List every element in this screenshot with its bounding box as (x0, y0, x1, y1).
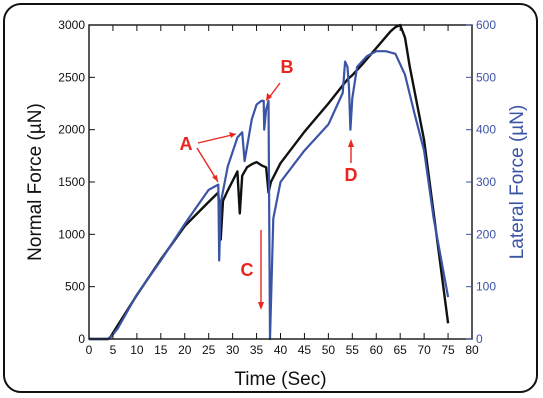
annotation-d: D (345, 139, 358, 185)
x-tick-label: 55 (346, 343, 360, 357)
annotation-c: C (241, 230, 264, 310)
left-y-tick-label: 500 (65, 280, 85, 294)
right-y-tick-label: 500 (476, 70, 496, 84)
x-tick-label: 45 (298, 343, 312, 357)
x-axis-title: Time (Sec) (234, 369, 326, 390)
left-y-tick-label: 2000 (58, 123, 85, 137)
annotation-d-label: D (345, 165, 358, 185)
left-y-tick-label: 1000 (58, 227, 85, 241)
annotation-c-arrowhead (258, 302, 264, 310)
annotation-b-label: B (281, 57, 294, 77)
right-y-tick-label: 400 (476, 123, 496, 137)
annotation-a-arrowhead-1 (229, 132, 236, 138)
annotation-c-label: C (241, 260, 254, 280)
annotation-d-arrowhead (348, 139, 354, 147)
right-y-tick-label: 0 (476, 332, 483, 346)
right-y-tick-label: 100 (476, 280, 496, 294)
left-y-tick-label: 2500 (58, 70, 85, 84)
x-tick-label: 25 (202, 343, 216, 357)
x-tick-label: 65 (394, 343, 408, 357)
x-tick-label: 0 (86, 343, 93, 357)
left-y-tick-label: 1500 (58, 175, 85, 189)
x-tick-label: 5 (110, 343, 117, 357)
left-y-tick-label: 3000 (58, 18, 85, 32)
right-y-tick-label: 200 (476, 227, 496, 241)
right-y-axis-ticks: 0 100 200 300 400 500 600 (466, 18, 496, 346)
x-tick-label: 10 (130, 343, 144, 357)
x-tick-label: 35 (250, 343, 264, 357)
annotation-a-arrow-1 (197, 133, 237, 144)
x-tick-label: 70 (417, 343, 431, 357)
annotation-b-arrowhead (266, 93, 272, 101)
x-tick-label: 80 (465, 343, 479, 357)
left-y-axis-title: Normal Force (µN) (25, 103, 46, 261)
x-tick-label: 40 (274, 343, 288, 357)
right-y-tick-label: 300 (476, 175, 496, 189)
left-y-tick-label: 0 (78, 332, 85, 346)
annotation-a-arrowhead-2 (212, 175, 218, 182)
lateral-force-line (89, 50, 450, 341)
annotation-a-label: A (180, 134, 193, 154)
x-tick-label: 15 (154, 343, 168, 357)
right-y-axis-title: Lateral Force (µN) (507, 105, 528, 260)
x-axis-ticks: 0 5 10 15 20 25 30 35 40 45 50 55 60 65 70 75 80 (86, 25, 479, 357)
data-traces (89, 23, 450, 341)
right-y-tick-label: 600 (476, 18, 496, 32)
x-tick-label: 30 (226, 343, 240, 357)
x-tick-label: 75 (441, 343, 455, 357)
x-tick-label: 20 (178, 343, 192, 357)
x-tick-label: 60 (370, 343, 384, 357)
annotation-a: A (180, 132, 237, 183)
annotation-b: B (266, 57, 294, 101)
left-y-axis-ticks: 0 500 1000 1500 2000 2500 3000 (58, 18, 95, 346)
x-tick-label: 50 (322, 343, 336, 357)
